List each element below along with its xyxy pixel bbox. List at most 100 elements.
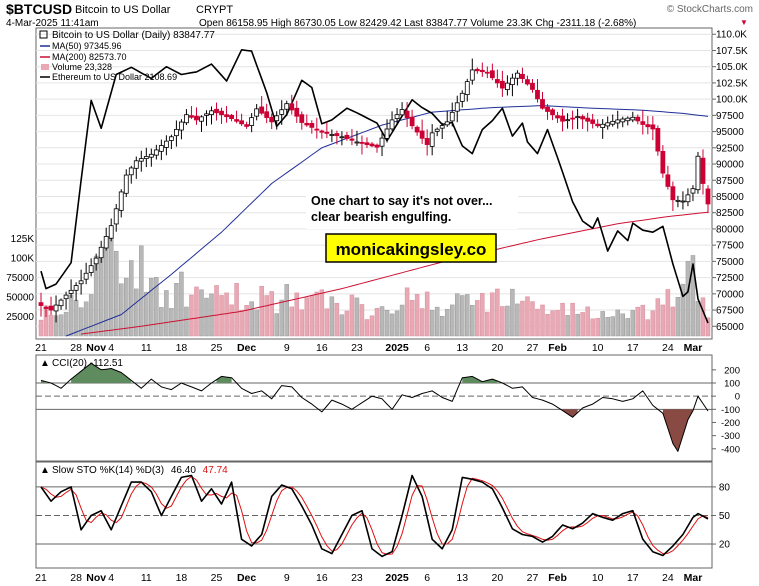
candle-body xyxy=(454,102,460,112)
x-tick-label: Nov xyxy=(86,342,106,354)
candle-body xyxy=(690,188,696,194)
volume-bar xyxy=(600,311,605,337)
candle-body xyxy=(494,79,500,84)
sto-d-line xyxy=(40,475,709,555)
volume-bar xyxy=(560,302,565,337)
candle-body xyxy=(364,142,370,145)
legend-ma50: MA(50) 97345.96 xyxy=(52,41,122,51)
annotation-bg xyxy=(306,189,518,229)
down-arrow-icon: ▼ xyxy=(740,18,748,27)
volume-bar xyxy=(700,297,706,337)
volume-bar xyxy=(73,299,79,337)
price-axis: 65000 67500 70000 72500 75000 77500 80000 82500… xyxy=(712,30,748,333)
candle-body xyxy=(630,116,636,121)
price-tick-label: 102.5K xyxy=(716,78,748,89)
volume-bar xyxy=(174,283,179,337)
candle-body xyxy=(43,307,49,309)
candle-body xyxy=(219,110,224,116)
legend-price: Bitcoin to US Dollar (Daily) 83847.77 xyxy=(52,30,215,41)
x-tick-label: 10 xyxy=(592,342,604,354)
sto-tick-label: 50 xyxy=(719,511,731,522)
candle-body xyxy=(264,111,270,118)
x-tick-label: Mar xyxy=(684,342,703,354)
x-tick-label: 21 xyxy=(35,572,47,584)
candle-body xyxy=(499,80,505,89)
x-tick-label: 18 xyxy=(176,572,188,584)
legend-eth: Ethereum to US Dollar 2108.69 xyxy=(52,72,177,82)
price-tick-label: 70000 xyxy=(716,289,744,300)
price-tick-label: 72500 xyxy=(716,273,744,284)
candle-body xyxy=(414,126,420,133)
candle-body xyxy=(555,115,560,119)
price-tick-label: 75000 xyxy=(716,257,744,268)
volume-bar xyxy=(63,311,69,337)
cci-tick-label: 0 xyxy=(735,392,740,403)
candle-body xyxy=(143,156,149,159)
cci-line xyxy=(40,362,709,452)
cci-overbought-fill xyxy=(462,376,498,383)
volume-bar xyxy=(254,309,259,337)
volume-bar xyxy=(154,277,159,337)
volume-bar xyxy=(284,284,289,337)
cci-series xyxy=(40,362,709,452)
volume-axis: 25000 50000 75000 100K 125K xyxy=(6,234,34,323)
annotation-line-2: clear bearish engulfing. xyxy=(311,210,451,224)
candle-body xyxy=(184,114,189,124)
candle-body xyxy=(535,89,540,100)
volume-bar xyxy=(570,302,575,337)
candle-body xyxy=(615,119,621,124)
candle-body xyxy=(645,124,651,128)
volume-bar xyxy=(103,248,109,337)
volume-bar xyxy=(540,304,545,337)
x-tick-label: 27 xyxy=(527,572,539,584)
volume-bar xyxy=(404,287,410,337)
candle-body xyxy=(269,116,275,123)
volume-bar xyxy=(349,294,355,337)
candle-body xyxy=(204,113,209,116)
volume-bar xyxy=(314,291,320,337)
candle-body xyxy=(88,265,94,273)
candle-body xyxy=(595,123,601,127)
volume-bar xyxy=(379,306,385,337)
x-tick-label: 27 xyxy=(527,342,539,354)
candle-body xyxy=(339,136,345,139)
candle-body xyxy=(359,141,365,144)
candle-body xyxy=(194,115,199,121)
price-tick-label: 85000 xyxy=(716,192,744,203)
candle-body xyxy=(620,118,626,123)
candle-body xyxy=(419,130,425,139)
candle-body xyxy=(234,119,239,122)
volume-bar xyxy=(334,302,340,337)
candle-body xyxy=(158,145,164,152)
candle-body xyxy=(409,116,415,127)
volume-bar xyxy=(194,286,199,337)
candle-body xyxy=(530,82,535,90)
volume-bar xyxy=(399,304,405,337)
x-tick-label: 16 xyxy=(316,572,328,584)
volume-bar xyxy=(439,315,445,337)
volume-bar xyxy=(515,303,520,337)
volume-bar xyxy=(309,295,315,337)
candle-body xyxy=(545,106,550,112)
price-tick-label: 80000 xyxy=(716,224,744,235)
eth-line xyxy=(40,48,709,324)
candle-body xyxy=(239,120,245,125)
candle-body xyxy=(504,82,510,91)
volume-bar xyxy=(615,309,620,337)
volume-bar xyxy=(259,286,264,337)
x-tick-label: Nov xyxy=(86,572,106,584)
candle-body xyxy=(48,305,54,311)
volume-bars xyxy=(38,228,711,337)
cci-tick-label: 200 xyxy=(724,365,740,376)
volume-bar xyxy=(124,277,129,337)
volume-bar xyxy=(454,293,460,337)
volume-bar xyxy=(244,305,249,337)
candle-body xyxy=(369,143,375,147)
cci-tick-label: -400 xyxy=(721,444,740,455)
candle-body xyxy=(179,121,184,131)
sto-label: Slow STO %K(14) %D(3) 46.40 47.74 xyxy=(52,465,228,476)
candle-body xyxy=(610,120,616,125)
x-tick-label: Dec xyxy=(237,342,256,354)
annotation-note: One chart to say it's not over... clear … xyxy=(306,189,518,229)
